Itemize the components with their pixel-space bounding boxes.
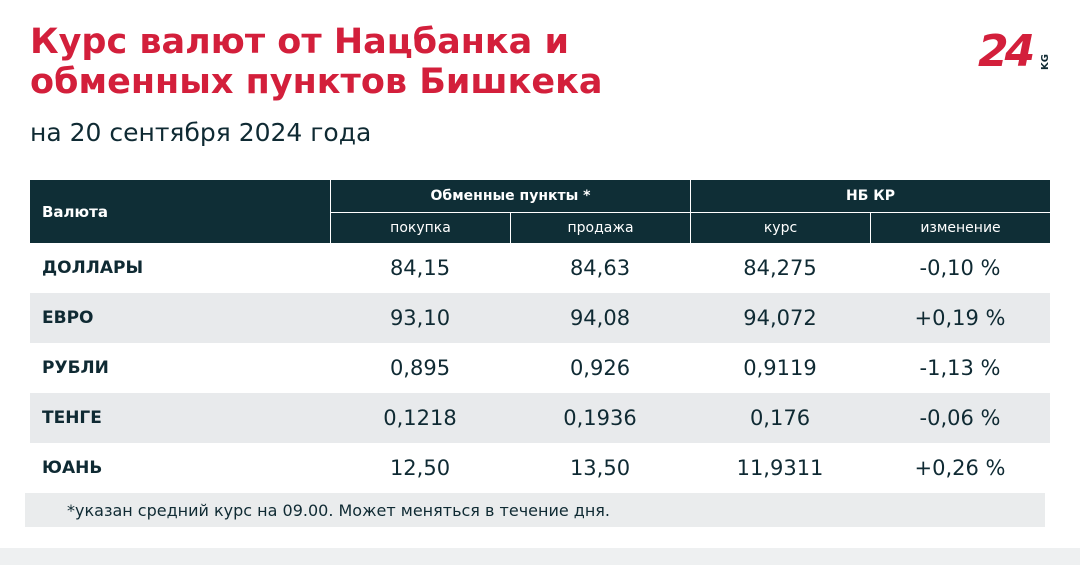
column-header: изменение	[870, 212, 1050, 243]
currency-name: ТЕНГЕ	[42, 408, 102, 428]
value-cell: 0,9119	[743, 356, 817, 380]
currency-name: ЮАНЬ	[42, 458, 103, 478]
value-cell: -0,06 %	[919, 406, 1001, 430]
value-cell: 84,63	[569, 256, 631, 280]
title-line: обменных пунктов Бишкека	[30, 62, 603, 102]
footnote: *указан средний курс на 09.00. Может мен…	[25, 493, 1045, 527]
column-header: покупка	[330, 212, 510, 243]
logo-suffix: KG	[1040, 54, 1051, 70]
value-cell: 0,926	[569, 356, 631, 380]
group-header: Обменные пункты *	[330, 180, 690, 212]
value-cell: +0,26 %	[914, 456, 1006, 480]
currency-name: ДОЛЛАРЫ	[42, 258, 144, 278]
title-line: Курс валют от Нацбанка и	[30, 22, 569, 62]
column-header: курс	[690, 212, 870, 243]
column-header: продажа	[510, 212, 690, 243]
logo: 24 KG	[978, 26, 1051, 72]
value-cell: 0,176	[749, 406, 811, 430]
value-cell: 12,50	[389, 456, 451, 480]
value-cell: 84,15	[389, 256, 451, 280]
subtitle: на 20 сентября 2024 года	[30, 118, 372, 147]
value-cell: 94,072	[743, 306, 817, 330]
value-cell: 94,08	[569, 306, 631, 330]
table-row	[30, 293, 1050, 343]
bottom-strip	[0, 548, 1080, 565]
value-cell: 0,895	[389, 356, 451, 380]
logo-main: 24	[978, 26, 1033, 72]
value-cell: 0,1936	[563, 406, 637, 430]
value-cell: 0,1218	[383, 406, 457, 430]
value-cell: 93,10	[389, 306, 451, 330]
value-cell: -0,10 %	[919, 256, 1001, 280]
value-cell: 11,9311	[736, 456, 824, 480]
value-cell: 13,50	[569, 456, 631, 480]
header-cell: Валюта	[30, 180, 330, 243]
group-header: НБ КР	[690, 180, 1050, 212]
value-cell: +0,19 %	[914, 306, 1006, 330]
currency-name: ЕВРО	[42, 308, 94, 328]
value-cell: -1,13 %	[919, 356, 1001, 380]
currency-name: РУБЛИ	[42, 358, 109, 378]
value-cell: 84,275	[743, 256, 817, 280]
table-row	[30, 393, 1050, 443]
